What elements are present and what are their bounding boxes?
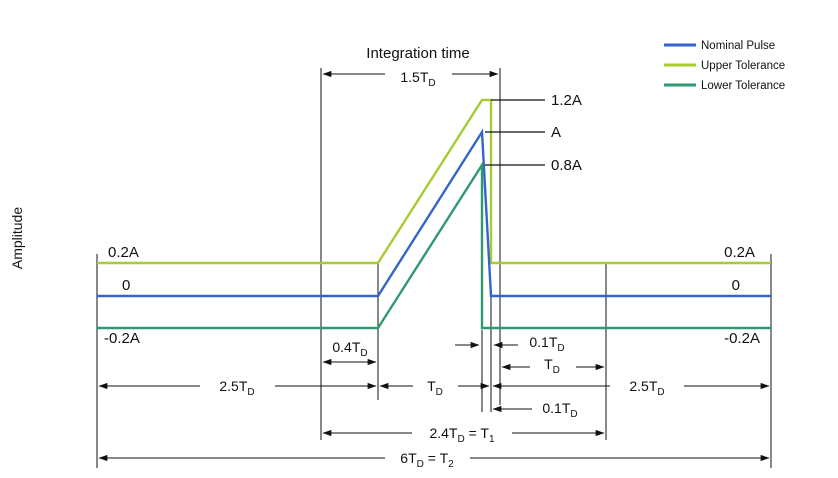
legend-label-upper: Upper Tolerance	[701, 60, 785, 72]
level-upper-left: 0.2A	[108, 244, 139, 261]
dim-label-fall-bottom: 0.1TD	[542, 400, 577, 420]
dim-label-right-flat: 2.5TD	[629, 378, 664, 398]
reference-lines	[96, 68, 772, 468]
level-zero-left: 0	[122, 277, 130, 294]
integration-time-title: Integration time	[366, 45, 469, 62]
level-lower-left: -0.2A	[104, 330, 140, 347]
nominal-pulse-waveform	[97, 128, 771, 298]
legend: Nominal Pulse Upper Tolerance Lower Tole…	[664, 40, 785, 92]
upper-tolerance-waveform	[97, 98, 771, 265]
peak-label-upper: 1.2A	[551, 92, 582, 109]
peak-label-nominal: A	[551, 124, 561, 141]
level-upper-right: 0.2A	[724, 244, 755, 261]
level-lower-right: -0.2A	[724, 330, 760, 347]
dimension-arrows	[98, 70, 770, 462]
dim-label-t1: 2.4TD = T1	[429, 425, 495, 445]
peak-label-lower: 0.8A	[551, 157, 582, 174]
lower-tolerance-waveform	[97, 160, 771, 330]
level-zero-right: 0	[732, 277, 740, 294]
dim-label-td-center: TD	[427, 378, 443, 398]
dim-label-integration: 1.5TD	[400, 69, 435, 89]
dim-label-left-flat: 2.5TD	[219, 378, 254, 398]
dim-label-rise-offset: 0.4TD	[332, 339, 367, 359]
peak-leaders	[485, 99, 545, 166]
dim-label-t2: 6TD = T2	[400, 450, 454, 470]
legend-label-nominal: Nominal Pulse	[701, 40, 775, 52]
dim-label-fall-top: 0.1TD	[529, 334, 564, 354]
legend-label-lower: Lower Tolerance	[701, 80, 785, 92]
y-axis-title: Amplitude	[9, 207, 25, 269]
dim-label-td-right: TD	[544, 356, 560, 376]
